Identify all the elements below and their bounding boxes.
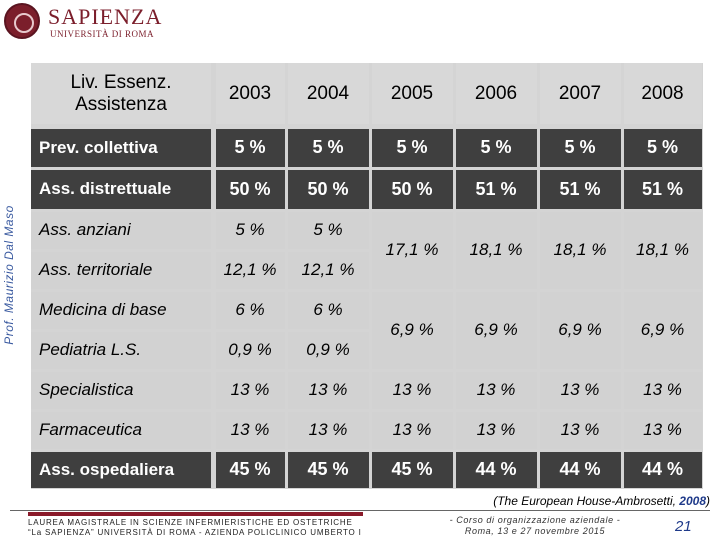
footer-program-line2: “La SAPIENZA” UNIVERSITÀ DI ROMA - AZIEN…: [28, 528, 362, 537]
table-cell-merged: 18,1 %: [455, 211, 537, 289]
logo-name: SAPIENZA: [48, 4, 163, 29]
table-cell: 44 %: [539, 451, 621, 488]
table-cell: 5 %: [539, 128, 621, 167]
table-cell: 51 %: [623, 169, 702, 209]
table-cell: 45 %: [215, 451, 285, 488]
table-cell: 5 %: [623, 128, 702, 167]
row-label: Ass. distrettuale: [31, 169, 211, 209]
table-cell: 44 %: [623, 451, 702, 488]
citation-year: 2008: [679, 494, 706, 508]
side-author-text: Prof. Maurizio Dal Maso: [2, 40, 16, 510]
table-cell: 13 %: [455, 371, 537, 409]
table-cell: 50 %: [287, 169, 369, 209]
row-label: Ass. territoriale: [31, 251, 211, 289]
row-label: Ass. anziani: [31, 211, 211, 249]
side-author-label: Prof. Maurizio Dal Maso: [2, 205, 17, 345]
header-year-2004: 2004: [287, 63, 369, 124]
table-cell: 5 %: [215, 211, 285, 249]
row-label: Ass. ospedaliera: [31, 451, 211, 488]
table-cell: 5 %: [215, 128, 285, 167]
table-cell-merged: 6,9 %: [371, 291, 453, 369]
table-cell: 50 %: [371, 169, 453, 209]
header-year-2008: 2008: [623, 63, 702, 124]
header-level-label-line2: Assistenza: [75, 93, 167, 115]
table-cell: 13 %: [215, 371, 285, 409]
footer-course: - Corso di organizzazione aziendale - Ro…: [420, 515, 650, 537]
table-cell: 45 %: [287, 451, 369, 488]
row-label: Specialistica: [31, 371, 211, 409]
table-cell-merged: 18,1 %: [623, 211, 702, 289]
header-level-label-line1: Liv. Essenz.: [70, 71, 172, 93]
footer-course-line1: - Corso di organizzazione aziendale -: [449, 515, 621, 525]
header-level-label: Liv. Essenz. Assistenza: [31, 63, 211, 124]
table-cell: 13 %: [539, 411, 621, 449]
footer-program: LAUREA MAGISTRALE IN SCIENZE INFERMIERIS…: [28, 512, 363, 539]
table-cell-merged: 6,9 %: [539, 291, 621, 369]
citation-text: (The European House-Ambrosetti,: [493, 494, 680, 508]
table-cell: 13 %: [287, 411, 369, 449]
table-cell: 13 %: [371, 411, 453, 449]
table-cell: 5 %: [371, 128, 453, 167]
table-cell: 6 %: [287, 291, 369, 329]
row-label: Prev. collettiva: [31, 128, 211, 167]
table-cell: 5 %: [455, 128, 537, 167]
table-cell-merged: 18,1 %: [539, 211, 621, 289]
table-cell: 13 %: [623, 371, 702, 409]
table-cell: 50 %: [215, 169, 285, 209]
page-number: 21: [675, 518, 692, 535]
table-cell: 6 %: [215, 291, 285, 329]
table-cell: 51 %: [539, 169, 621, 209]
table-cell: 0,9 %: [287, 331, 369, 369]
table-cell-merged: 6,9 %: [623, 291, 702, 369]
table-cell: 13 %: [455, 411, 537, 449]
table-cell: 5 %: [287, 128, 369, 167]
health-assistance-table: Liv. Essenz. Assistenza 2003 2004 2005 2006 20…: [31, 63, 703, 489]
table-cell: 45 %: [371, 451, 453, 488]
row-label: Medicina di base: [31, 291, 211, 329]
footer-course-line2: Roma, 13 e 27 novembre 2015: [464, 526, 606, 536]
table-cell: 51 %: [455, 169, 537, 209]
table-cell: 0,9 %: [215, 331, 285, 369]
table-cell: 13 %: [287, 371, 369, 409]
table-cell-merged: 17,1 %: [371, 211, 453, 289]
header-year-2007: 2007: [539, 63, 621, 124]
footer-program-line1: LAUREA MAGISTRALE IN SCIENZE INFERMIERIS…: [28, 518, 353, 527]
table-cell-merged: 6,9 %: [455, 291, 537, 369]
header-year-2003: 2003: [215, 63, 285, 124]
table-cell: 13 %: [623, 411, 702, 449]
table-cell: 44 %: [455, 451, 537, 488]
table-cell: 12,1 %: [215, 251, 285, 289]
logo-subtitle: UNIVERSITÀ DI ROMA: [50, 29, 154, 39]
table-cell: 5 %: [287, 211, 369, 249]
table-cell: 13 %: [539, 371, 621, 409]
footer-divider: [10, 510, 710, 511]
table-cell: 13 %: [215, 411, 285, 449]
table-cell: 12,1 %: [287, 251, 369, 289]
university-seal-icon: [4, 3, 40, 39]
row-label: Farmaceutica: [31, 411, 211, 449]
header-year-2006: 2006: [455, 63, 537, 124]
sapienza-logo: SAPIENZA UNIVERSITÀ DI ROMA: [0, 0, 163, 42]
table-cell: 13 %: [371, 371, 453, 409]
citation-close: ): [706, 494, 710, 508]
header-year-2005: 2005: [371, 63, 453, 124]
citation: (The European House-Ambrosetti, 2008): [493, 494, 710, 508]
row-label: Pediatria L.S.: [31, 331, 211, 369]
